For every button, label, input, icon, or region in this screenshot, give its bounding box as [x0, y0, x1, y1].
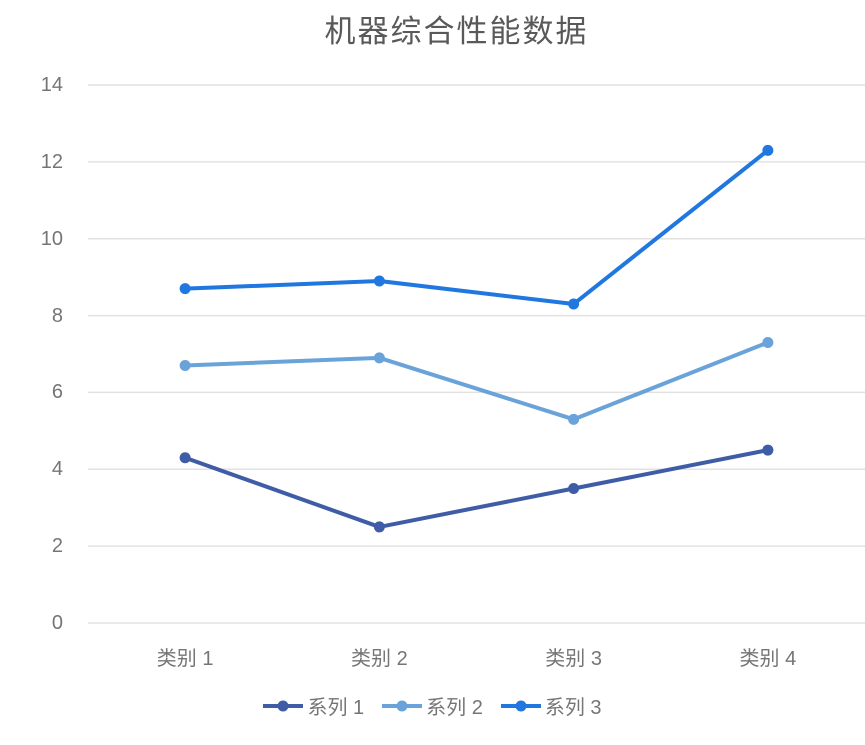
series-1-marker [179, 452, 191, 464]
series-1-marker [568, 483, 580, 494]
legend: 系列 1 系列 2 系列 3 [0, 691, 865, 720]
legend-marker-icon [382, 700, 423, 711]
series-3-line [185, 148, 770, 307]
legend-marker-icon [263, 700, 304, 711]
y-axis-tick-label: 10 [40, 227, 63, 250]
y-axis-tick-label: 4 [51, 458, 63, 481]
y-axis-tick-label: 8 [51, 304, 63, 327]
series-2-marker [373, 352, 385, 364]
series-3-marker [762, 144, 774, 156]
x-axis-category-label: 类别 2 [351, 648, 408, 670]
legend-item-label: 系列 3 [544, 697, 602, 719]
series-1-marker [373, 521, 385, 533]
series-1-marker [762, 444, 774, 456]
y-axis-tick-label: 6 [51, 381, 63, 404]
series-2-marker [762, 336, 774, 348]
legend-item: 系列 1 [263, 691, 364, 720]
y-axis-tick-label: 14 [40, 74, 63, 96]
y-axis-tick-label: 12 [40, 150, 63, 173]
x-axis-category-label: 类别 4 [739, 648, 797, 670]
legend-item: 系列 2 [382, 691, 483, 720]
y-axis-tick-label: 2 [51, 535, 63, 558]
series-3-marker [373, 275, 385, 287]
legend-item-label: 系列 2 [426, 697, 483, 719]
legend-item-label: 系列 1 [307, 697, 365, 719]
series-3-marker [179, 283, 191, 295]
series-2-line [185, 340, 769, 422]
legend-marker-icon [500, 700, 541, 711]
series-3-marker [568, 298, 580, 310]
series-1-line [184, 448, 769, 529]
y-axis-tick-label: 0 [51, 612, 63, 634]
chart-title: 机器综合性能数据 [324, 14, 589, 50]
series-2-marker [179, 360, 191, 372]
legend-item: 系列 3 [500, 691, 602, 720]
series-2-marker [568, 413, 580, 425]
x-axis-category-label: 类别 1 [156, 648, 214, 670]
x-axis-category-label: 类别 3 [545, 648, 602, 670]
